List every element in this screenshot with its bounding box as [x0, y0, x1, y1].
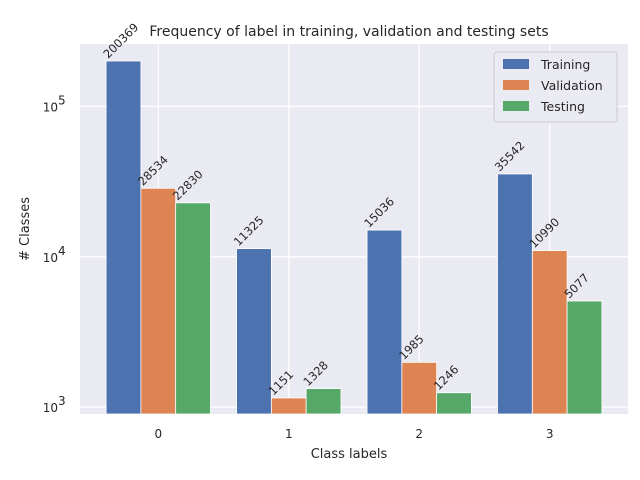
x-tick-label: 2: [415, 427, 423, 441]
bars: [105, 60, 603, 415]
legend-swatch: [503, 80, 529, 90]
y-tick-exponent: 3: [58, 394, 66, 408]
x-tick-label: 3: [546, 427, 554, 441]
bar-testing-1: [305, 388, 342, 415]
legend-swatch: [503, 101, 529, 111]
x-axis-title: Class labels: [311, 447, 388, 462]
x-tick-label: 0: [154, 427, 162, 441]
y-tick-label: 10: [43, 251, 58, 265]
y-tick-exponent: 5: [58, 93, 66, 107]
bar-validation-2: [401, 361, 438, 415]
x-tick-labels: 0 1 2 3: [154, 427, 553, 441]
bar-validation-0: [140, 187, 177, 415]
bar-validation-3: [531, 250, 568, 415]
legend-label: Validation: [541, 78, 603, 93]
bar-testing-3: [566, 300, 603, 415]
bar-training-1: [236, 248, 272, 415]
y-tick-label: 10: [43, 401, 58, 415]
bar-training-0: [105, 60, 142, 415]
x-tick-label: 1: [285, 427, 293, 441]
bar-testing-0: [175, 202, 211, 415]
y-tick-exponent: 4: [58, 244, 66, 258]
legend: Training Validation Testing: [493, 51, 618, 123]
legend-label: Training: [540, 57, 590, 72]
bar-testing-2: [436, 392, 472, 415]
bar-training-3: [497, 173, 533, 415]
chart-title: Frequency of label in training, validati…: [149, 24, 548, 40]
legend-swatch: [503, 59, 529, 69]
bar-training-2: [366, 229, 403, 415]
bar-validation-1: [270, 397, 307, 415]
legend-label: Testing: [540, 99, 585, 114]
y-tick-label: 10: [43, 100, 58, 114]
y-axis-title: # Classes: [18, 197, 33, 261]
